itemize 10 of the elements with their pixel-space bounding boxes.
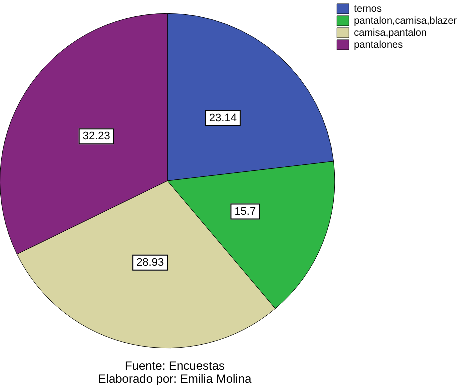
text: Elaborado por: Emilia Molina: [97, 372, 253, 386]
data-label: 32.23: [82, 130, 110, 143]
source-note: Fuente: Encuestas: [124, 359, 226, 373]
legend-label: camisa,pantalon: [354, 28, 427, 39]
data-label: 28.93: [136, 256, 164, 269]
data-label: 23.14: [209, 112, 237, 125]
data-label: 15.7: [234, 206, 256, 218]
legend-label: pantalon,camisa,blazer: [354, 16, 458, 27]
legend-label: pantalones: [354, 40, 404, 51]
legend-label: ternos: [354, 4, 382, 15]
